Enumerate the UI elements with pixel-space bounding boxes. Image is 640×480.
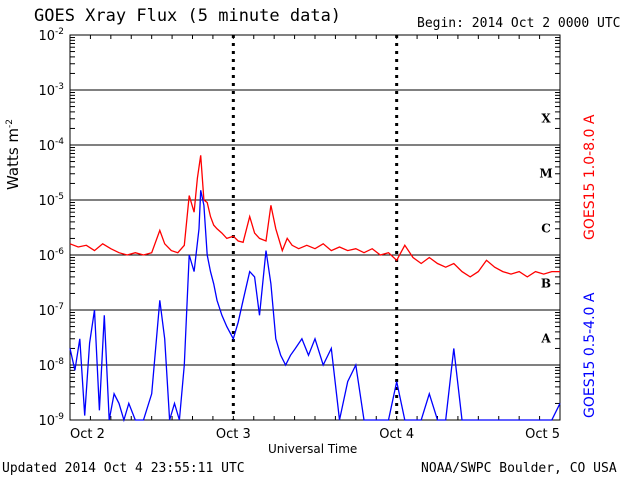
y-tick-exponent: -2 [55,27,64,37]
chart-title: GOES Xray Flux (5 minute data) [34,6,342,26]
legend-short-channel: GOES15 0.5-4.0 A [582,292,598,418]
x-tick-label: Oct 4 [379,427,414,442]
y-tick-base: 10 [38,359,55,374]
series-line-long [69,155,560,278]
x-tick-label: Oct 5 [525,427,560,442]
y-tick-exponent: -7 [55,302,64,312]
y-tick-label: 10-4 [38,137,64,154]
series-line-short [69,190,561,423]
y-tick-base: 10 [38,84,55,99]
y-tick-base: 10 [38,139,55,154]
x-axis-title: Universal Time [268,442,358,456]
y-tick-base: 10 [38,304,55,319]
updated-time: Updated 2014 Oct 4 23:55:11 UTC [2,461,245,476]
y-tick-exponent: -3 [55,82,64,92]
y-tick-label: 10-3 [38,82,64,99]
x-tick-label: Oct 3 [216,427,251,442]
flare-class-label: B [541,277,551,291]
credit-text: NOAA/SWPC Boulder, CO USA [421,461,617,476]
y-tick-exponent: -9 [55,412,64,422]
flare-class-label: C [541,222,551,236]
y-tick-base: 10 [38,194,55,209]
x-tick-label: Oct 2 [70,427,105,442]
y-tick-base: 10 [38,249,55,264]
y-tick-label: 10-8 [38,357,64,374]
y-tick-exponent: -6 [55,247,64,257]
y-tick-base: 10 [38,29,55,44]
y-tick-label: 10-7 [38,302,64,319]
y-tick-label: 10-2 [38,27,64,44]
begin-time: Begin: 2014 Oct 2 0000 UTC [417,16,621,31]
y-tick-exponent: -4 [55,137,64,147]
flare-class-label: A [540,332,551,346]
y-tick-exponent: -8 [55,357,64,367]
y-tick-base: 10 [38,414,55,429]
flare-class-label: M [539,167,552,181]
legend-long-channel: GOES15 1.0-8.0 A [582,114,598,240]
y-tick-label: 10-9 [38,412,64,429]
plot-frame [69,34,561,421]
y-tick-exponent: -5 [55,192,64,202]
y-tick-label: 10-6 [38,247,64,264]
flare-class-label: X [541,112,551,126]
y-tick-label: 10-5 [38,192,64,209]
